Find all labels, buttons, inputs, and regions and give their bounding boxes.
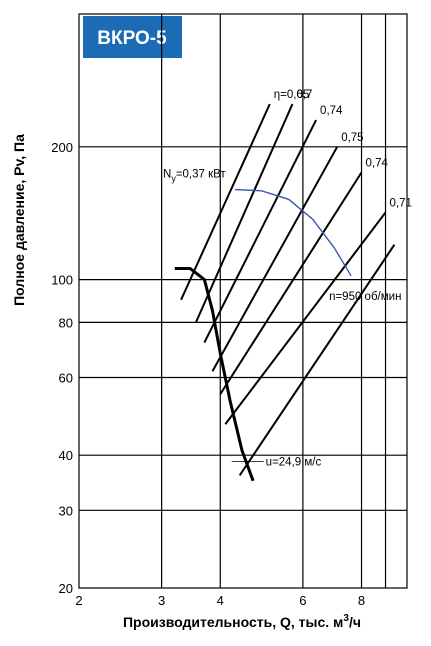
y-tick-label: 80 [59,315,73,330]
curves [174,188,352,482]
efficiency-line [203,119,317,344]
efficiency-line [211,146,339,372]
power-label-rest: =0,37 кВт [176,169,227,181]
efficiency-line [238,244,396,476]
power-label: Ny=0,37 кВт [163,169,226,184]
speed-label: n=950 об/мин [329,291,401,303]
velocity-label: u=24,9 м/с [266,456,322,468]
tick-labels: 2 3 4 6 8 20 30 40 60 80 100 200 [51,140,365,608]
x-tick-label: 3 [158,593,165,608]
title-badge-background [83,16,182,58]
efficiency-line [195,103,294,323]
efficiency-label: 0,7 [296,89,312,101]
efficiency-label: 0,74 [320,105,343,117]
x-axis-label-sup: 3 [343,613,349,624]
efficiency-lines [180,103,396,476]
efficiency-label: η=0,65 [274,89,310,101]
x-tick-label: 8 [358,593,365,608]
x-tick-label: 2 [75,593,82,608]
plot-frame [78,13,408,589]
efficiency-label: 0,75 [341,132,363,144]
grid [78,13,408,589]
y-tick-label: 60 [59,370,73,385]
y-tick-label: 100 [51,273,73,288]
efficiency-line [219,171,363,395]
efficiency-line [180,103,271,301]
y-axis-label: Полное давление, Pv, Па [11,134,27,306]
y-tick-label: 30 [59,503,73,518]
y-tick-label: 200 [51,140,73,155]
x-tick-label: 4 [217,593,224,608]
x-tick-label: 6 [299,593,306,608]
annotations: η=0,650,7 0,74 0,75 0,74 0,71 n=950 об/мин Ny=… [163,89,412,468]
fan-curve [174,267,255,482]
x-axis-label-tail: /ч [349,614,361,630]
speed-curve [234,188,352,277]
y-tick-label: 20 [59,581,73,596]
y-tick-label: 40 [59,448,73,463]
power-label-main: N [163,169,171,181]
x-axis-label-main: Производительность, Q, тыс. м [123,614,343,630]
efficiency-label: 0,71 [390,197,412,209]
efficiency-label: 0,74 [366,157,389,169]
title-badge: ВКРО-5 [83,16,182,58]
chart-title: ВКРО-5 [97,28,167,49]
efficiency-line [224,211,387,425]
x-axis-label: Производительность, Q, тыс. м3/ч [123,613,361,630]
power-label-sub: y [171,174,176,184]
